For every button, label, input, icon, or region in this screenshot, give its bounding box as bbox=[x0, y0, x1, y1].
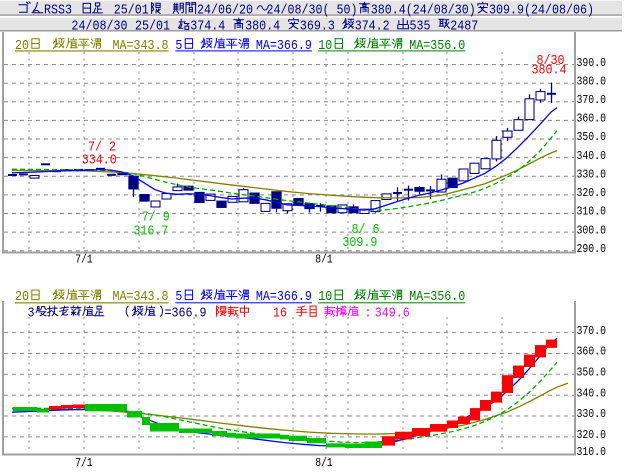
svg-text:7/ 2: 7/ 2 bbox=[88, 140, 116, 156]
svg-text:340.0: 340.0 bbox=[577, 386, 607, 400]
svg-text:369.3: 369.3 bbox=[300, 18, 335, 34]
svg-text:24/08/30: 24/08/30 bbox=[72, 18, 128, 34]
svg-text:330.0: 330.0 bbox=[577, 168, 607, 182]
svg-text:20: 20 bbox=[15, 38, 29, 54]
svg-text:MA=343.8: MA=343.8 bbox=[113, 289, 169, 305]
svg-text:374.4: 374.4 bbox=[190, 18, 225, 34]
svg-text:309.9: 309.9 bbox=[342, 235, 377, 251]
svg-text:7/ 9: 7/ 9 bbox=[142, 210, 170, 226]
svg-text:350.0: 350.0 bbox=[577, 366, 607, 380]
svg-text:380.0: 380.0 bbox=[577, 74, 607, 88]
svg-text:20: 20 bbox=[15, 289, 29, 305]
svg-text:10: 10 bbox=[318, 38, 332, 54]
svg-text:25/01: 25/01 bbox=[135, 18, 170, 34]
svg-text:MA=343.8: MA=343.8 bbox=[113, 38, 169, 54]
svg-text:25/01: 25/01 bbox=[114, 2, 149, 18]
svg-text:8/1: 8/1 bbox=[315, 253, 333, 267]
svg-text:5: 5 bbox=[175, 289, 182, 305]
svg-text:MA=366.9: MA=366.9 bbox=[256, 38, 312, 54]
svg-text:380.4: 380.4 bbox=[532, 63, 567, 79]
svg-text:370.0: 370.0 bbox=[577, 324, 607, 338]
svg-text:340.0: 340.0 bbox=[577, 149, 607, 163]
svg-text:RSS3: RSS3 bbox=[44, 2, 72, 18]
svg-text:MA=356.0: MA=356.0 bbox=[409, 289, 465, 305]
svg-text:7/1: 7/1 bbox=[75, 456, 93, 470]
svg-text:7/1: 7/1 bbox=[75, 253, 93, 267]
svg-text:8/30: 8/30 bbox=[537, 53, 565, 69]
svg-text::: : bbox=[365, 305, 372, 321]
svg-text:8/1: 8/1 bbox=[315, 456, 333, 470]
svg-text:360.0: 360.0 bbox=[577, 345, 607, 359]
svg-text:330.0: 330.0 bbox=[577, 407, 607, 421]
svg-text:360.0: 360.0 bbox=[577, 112, 607, 126]
svg-text:370.0: 370.0 bbox=[577, 93, 607, 107]
svg-text:374.2: 374.2 bbox=[355, 18, 390, 34]
svg-text:2487: 2487 bbox=[450, 18, 478, 34]
svg-text:310.0: 310.0 bbox=[577, 445, 607, 459]
svg-text:334.0: 334.0 bbox=[82, 152, 117, 168]
svg-text:390.0: 390.0 bbox=[577, 56, 607, 70]
svg-text:350.0: 350.0 bbox=[577, 130, 607, 144]
svg-text:8/ 6: 8/ 6 bbox=[352, 222, 380, 238]
svg-text:320.0: 320.0 bbox=[577, 428, 607, 442]
svg-text:16: 16 bbox=[273, 305, 287, 321]
svg-text:535: 535 bbox=[410, 18, 431, 34]
svg-text:MA=366.9: MA=366.9 bbox=[256, 289, 312, 305]
svg-text:290.0: 290.0 bbox=[577, 242, 607, 256]
svg-text:300.0: 300.0 bbox=[577, 223, 607, 237]
svg-text:310.0: 310.0 bbox=[577, 205, 607, 219]
svg-text:349.6: 349.6 bbox=[375, 305, 410, 321]
svg-text:380.4(24/08/30): 380.4(24/08/30) bbox=[371, 2, 476, 18]
svg-text:380.4: 380.4 bbox=[245, 18, 280, 34]
svg-text:10: 10 bbox=[318, 289, 332, 305]
svg-text:3: 3 bbox=[28, 305, 35, 321]
svg-text:24/06/20: 24/06/20 bbox=[197, 2, 253, 18]
svg-text:320.0: 320.0 bbox=[577, 186, 607, 200]
svg-text:=366.9: =366.9 bbox=[165, 305, 207, 321]
svg-text:309.9(24/08/06): 309.9(24/08/06) bbox=[489, 2, 594, 18]
svg-text:5: 5 bbox=[175, 38, 182, 54]
svg-text:316.7: 316.7 bbox=[133, 223, 168, 239]
svg-text:24/08/30( 50): 24/08/30( 50) bbox=[267, 2, 358, 18]
svg-text:MA=356.0: MA=356.0 bbox=[409, 38, 465, 54]
